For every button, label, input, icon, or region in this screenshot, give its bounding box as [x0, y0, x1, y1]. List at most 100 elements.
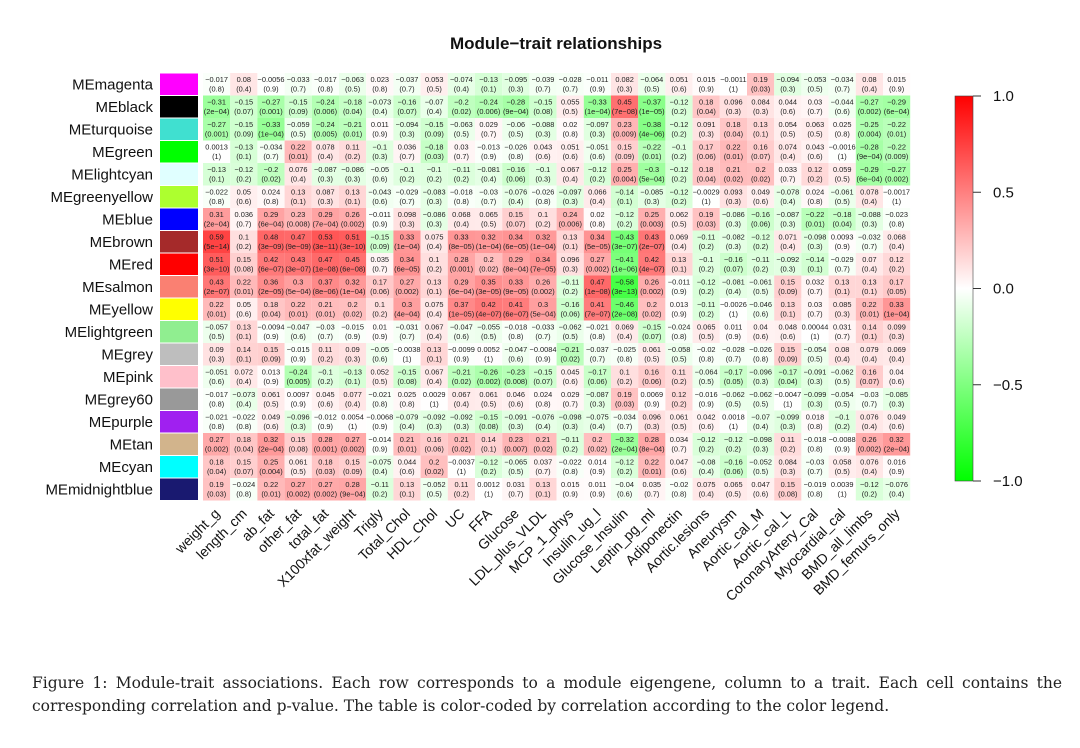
heatmap-cell: −0.29(6e−04): [883, 95, 911, 118]
heatmap-cell: −0.076(0.4): [502, 185, 530, 208]
cell-fill: [665, 73, 693, 96]
heatmap-cell: −0.12(0.2): [665, 185, 693, 208]
heatmap-cell: −0.27(0.002): [883, 163, 911, 186]
cell-pvalue: (0.4): [862, 355, 877, 364]
cell-correlation: 0.12: [889, 255, 903, 264]
cell-fill: [339, 388, 367, 411]
heatmap-cell: 0.069(0.4): [883, 343, 911, 366]
cell-fill: [311, 253, 339, 276]
cell-fill: [556, 455, 584, 478]
heatmap-cell: 0.0093(0.9): [828, 230, 856, 253]
cell-correlation: 0.17: [373, 278, 387, 287]
cell-pvalue: (0.7): [454, 152, 469, 161]
cell-correlation: 0.14: [862, 323, 876, 332]
cell-correlation: −0.13: [343, 368, 362, 377]
cell-pvalue: (0.07): [533, 377, 552, 386]
cell-correlation: 0.2: [592, 435, 602, 444]
cell-fill: [719, 275, 747, 298]
cell-correlation: −0.088: [532, 120, 555, 129]
heatmap-cell: −0.021(0.8): [583, 320, 611, 343]
heatmap-cell: −0.15(0.07): [638, 320, 666, 343]
cell-correlation: −0.12: [670, 98, 689, 107]
cell-fill: [393, 365, 421, 388]
cell-pvalue: (0.01): [397, 445, 416, 454]
cell-pvalue: (0.9): [372, 422, 387, 431]
heatmap-cell: −0.023(0.8): [883, 208, 911, 231]
cell-correlation: 0.078: [860, 188, 879, 197]
heatmap-cell: −0.14(0.1): [611, 185, 639, 208]
cell-pvalue: (0.7): [807, 287, 822, 296]
cell-fill: [230, 118, 258, 141]
cell-correlation: −0.014: [368, 435, 391, 444]
heatmap-cell: 0.011(0.9): [583, 478, 611, 501]
cell-correlation: −0.1: [318, 368, 333, 377]
cell-correlation: 0.16: [862, 368, 876, 377]
heatmap-cell: −0.11(0.2): [447, 163, 475, 186]
cell-pvalue: (0.03): [316, 467, 335, 476]
heatmap-cell: 0.00044(1): [801, 320, 829, 343]
cell-correlation: 0.15: [237, 458, 251, 467]
cell-fill: [583, 118, 611, 141]
cell-fill: [475, 185, 503, 208]
cell-fill: [583, 73, 611, 96]
cell-correlation: −0.057: [205, 323, 228, 332]
cell-correlation: 0.27: [590, 255, 604, 264]
heatmap-cell: −0.025(0.8): [611, 343, 639, 366]
cell-correlation: −0.11: [561, 435, 579, 444]
heatmap-cell: −0.12(0.2): [611, 455, 639, 478]
heatmap-cell: −0.028(0.7): [556, 73, 584, 96]
cell-pvalue: (0.7): [535, 467, 550, 476]
cell-fill: [883, 388, 911, 411]
cell-pvalue: (1e−04): [530, 242, 556, 251]
cell-pvalue: (0.7): [835, 85, 850, 94]
cell-correlation: −0.12: [697, 435, 716, 444]
cell-correlation: 0.015: [561, 480, 580, 489]
cell-pvalue: (0.1): [835, 287, 850, 296]
cell-correlation: −0.16: [724, 255, 743, 264]
cell-correlation: −0.15: [534, 368, 553, 377]
cell-fill: [529, 275, 557, 298]
cell-fill: [339, 140, 367, 163]
cell-pvalue: (0.03): [615, 400, 634, 409]
cell-fill: [311, 478, 339, 501]
cell-fill: [855, 455, 883, 478]
cell-fill: [420, 343, 448, 366]
cell-fill: [393, 208, 421, 231]
heatmap-cell: −0.12(0.2): [692, 275, 720, 298]
cell-fill: [611, 388, 639, 411]
heatmap-cell: 0.049(0.6): [747, 185, 775, 208]
cell-correlation: −0.087: [314, 165, 337, 174]
cell-pvalue: (0.5): [753, 467, 768, 476]
heatmap-cell: 0.13(0.1): [855, 275, 883, 298]
cell-fill: [583, 433, 611, 456]
cell-correlation: 0.051: [670, 75, 689, 84]
cell-fill: [502, 320, 530, 343]
cell-correlation: 0.21: [454, 435, 468, 444]
cell-pvalue: (0.2): [481, 467, 496, 476]
cell-correlation: 0.061: [643, 345, 662, 354]
heatmap-cell: −0.07(0.4): [747, 410, 775, 433]
cell-correlation: −0.16: [561, 300, 580, 309]
heatmap-cell: 0.05(0.6): [230, 298, 258, 321]
cell-fill: [257, 410, 285, 433]
cell-fill: [774, 320, 802, 343]
heatmap-cell: 0.033(0.7): [774, 163, 802, 186]
cell-pvalue: (0.1): [427, 355, 442, 364]
row-label: MEsalmon: [82, 279, 153, 296]
heatmap-cell: 0.43(2e−07): [203, 275, 231, 298]
cell-correlation: 0.33: [454, 233, 468, 242]
cell-pvalue: (0.3): [753, 445, 768, 454]
heatmap-cell: −0.11(0.2): [692, 298, 720, 321]
heatmap-cell: 0.3(4e−04): [393, 298, 421, 321]
cell-correlation: 0.031: [507, 480, 526, 489]
heatmap-cell: −0.15(0.07): [230, 95, 258, 118]
cell-pvalue: (0.4): [563, 175, 578, 184]
cell-pvalue: (1): [484, 355, 493, 364]
heatmap-cell: −0.12(0.2): [665, 118, 693, 141]
cell-fill: [638, 230, 666, 253]
heatmap-cell: −0.18(0.04): [339, 95, 367, 118]
cell-pvalue: (0.8): [372, 400, 387, 409]
cell-pvalue: (0.6): [753, 332, 768, 341]
heatmap-cell: −0.0099(0.9): [447, 343, 475, 366]
cell-pvalue: (0.2): [535, 220, 550, 229]
